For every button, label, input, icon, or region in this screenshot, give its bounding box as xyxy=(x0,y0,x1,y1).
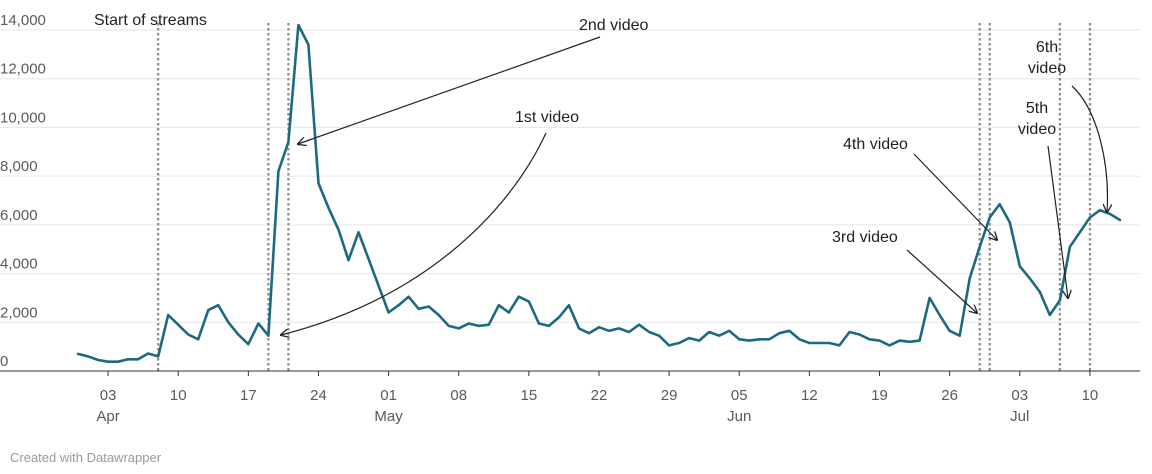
x-tick-label: 17 xyxy=(240,387,257,404)
x-month-label: Jun xyxy=(727,408,751,425)
annotation-arrow xyxy=(906,249,977,313)
annotation-line: 4th video xyxy=(843,136,908,153)
y-tick-label: 6,000 xyxy=(0,207,38,224)
y-tick-label: 4,000 xyxy=(0,256,38,273)
event-markers xyxy=(157,23,1092,371)
x-tick-label: 22 xyxy=(591,387,608,404)
x-tick-label: 10 xyxy=(170,387,187,404)
x-tick-label: 08 xyxy=(450,387,467,404)
annotation-label: 1st video xyxy=(515,109,579,126)
annotation-label: 6th video xyxy=(1028,39,1066,77)
x-tick-label: 01 xyxy=(380,387,397,404)
y-tick-label: 0 xyxy=(0,353,8,370)
y-tick-label: 14,000 xyxy=(0,12,46,29)
x-axis-labels: 03 Apr 10 17 24 01 May 08 15 22 29 05 Jun 12 19 26 03 Jul… xyxy=(96,387,1098,425)
y-tick-label: 2,000 xyxy=(0,304,38,321)
x-tick-label: 26 xyxy=(941,387,958,404)
annotation-arrow xyxy=(298,36,601,144)
annotations: Start of streams 2nd video 1st video 4th vi… xyxy=(94,12,1066,246)
y-tick-label: 12,000 xyxy=(0,61,46,78)
annotation-line: Start of streams xyxy=(94,12,207,29)
series-layer xyxy=(76,23,1122,363)
x-tick-label: 29 xyxy=(661,387,678,404)
x-month-label: Jul xyxy=(1010,408,1029,425)
x-tick-label: 10 xyxy=(1082,387,1099,404)
x-tick-label: 03 xyxy=(100,387,117,404)
x-month-label: May xyxy=(374,408,403,425)
gridlines xyxy=(0,29,1140,376)
annotation-label: 5th video xyxy=(1018,100,1056,138)
annotation-arrow xyxy=(281,132,547,335)
annotation-arrow xyxy=(913,153,997,240)
y-axis-labels: 0 2,000 4,000 6,000 8,000 10,000 12,000 14,000 xyxy=(0,12,46,370)
x-tick-label: 19 xyxy=(871,387,888,404)
annotation-line: 2nd video xyxy=(579,17,648,34)
y-tick-label: 8,000 xyxy=(0,158,38,175)
annotation-line: 1st video xyxy=(515,109,579,126)
annotation-arrow xyxy=(1071,85,1107,212)
x-tick-label: 15 xyxy=(521,387,538,404)
annotation-label: Start of streams xyxy=(94,12,207,29)
annotation-arrows xyxy=(281,36,1107,335)
x-tick-label: 24 xyxy=(310,387,327,404)
x-month-label: Apr xyxy=(96,408,119,425)
annotation-label: 4th video xyxy=(843,136,908,153)
annotation-line: 5th xyxy=(1026,100,1048,117)
annotation-label: 2nd video xyxy=(579,17,648,34)
annotation-label: 3rd video xyxy=(832,229,898,246)
annotation-line: video xyxy=(1018,121,1056,138)
series-line xyxy=(76,23,1122,363)
annotation-line: 6th xyxy=(1036,39,1058,56)
annotation-line: video xyxy=(1028,60,1066,77)
x-tick-label: 03 xyxy=(1011,387,1028,404)
y-tick-label: 10,000 xyxy=(0,109,46,126)
x-tick-label: 05 xyxy=(731,387,748,404)
x-tick-label: 12 xyxy=(801,387,818,404)
annotation-line: 3rd video xyxy=(832,229,898,246)
credit-text: Created with Datawrapper xyxy=(10,450,162,465)
annotation-arrow xyxy=(1047,145,1068,298)
